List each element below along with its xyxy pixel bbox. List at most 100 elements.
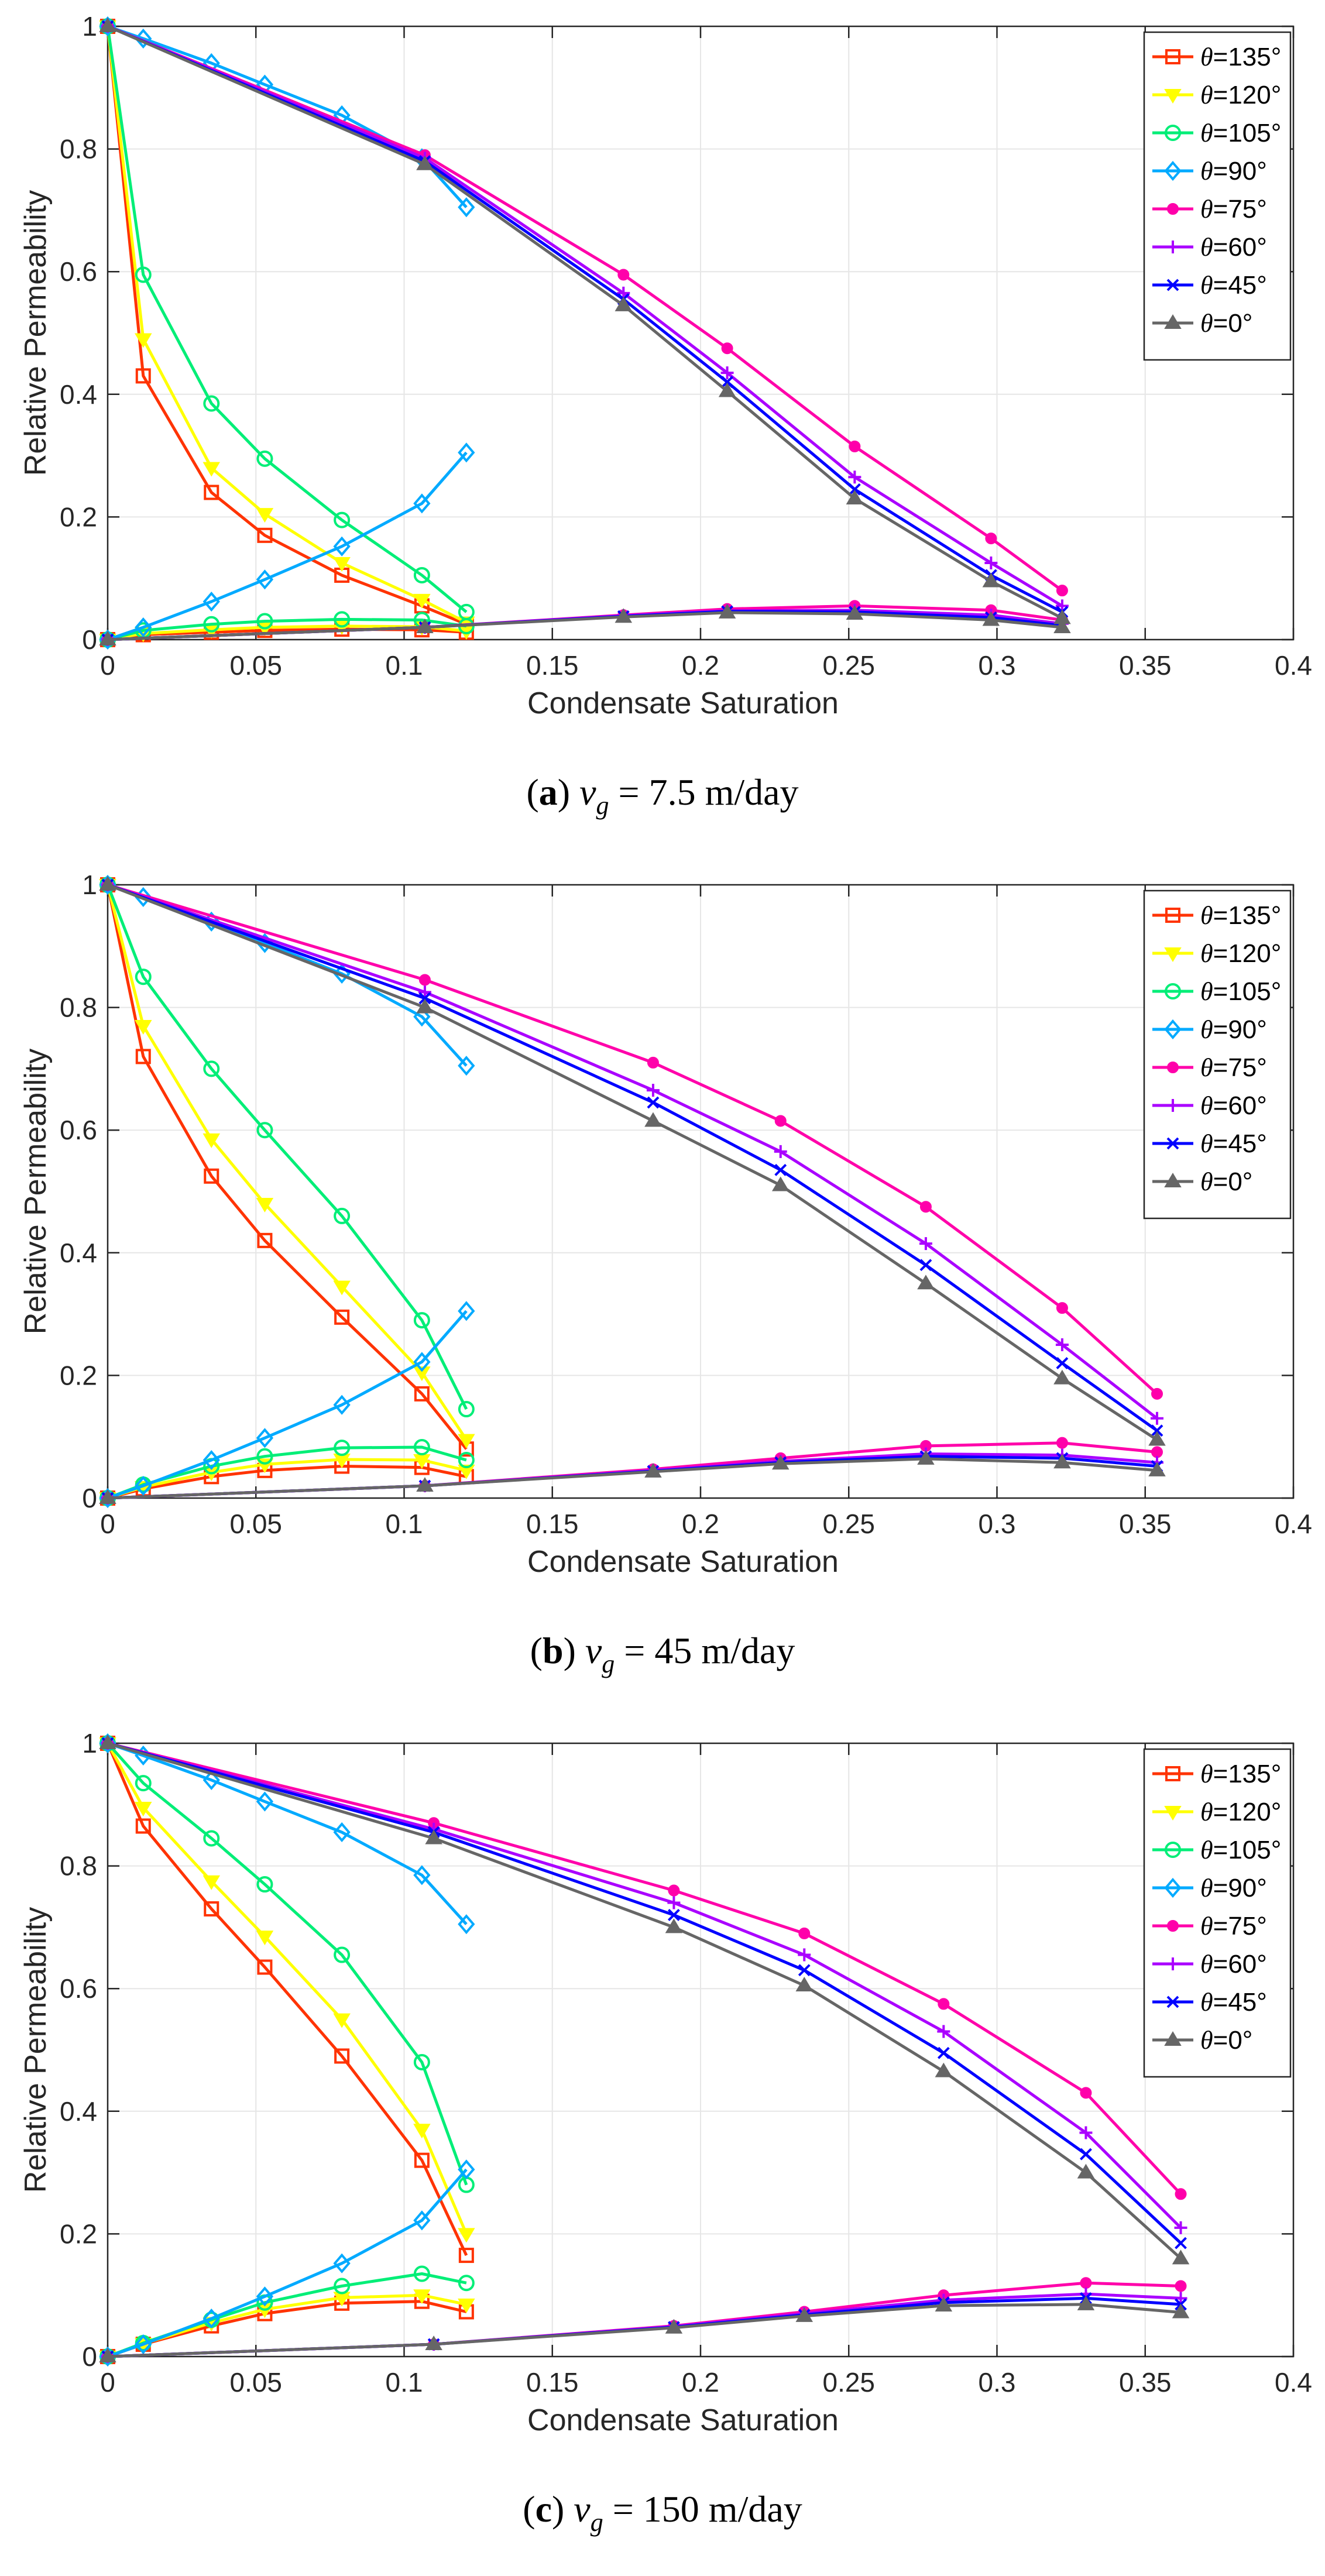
series-line-gas [106, 884, 468, 1450]
caption-letter: b [543, 1630, 564, 1671]
data-point-gas [135, 1049, 151, 1064]
data-point-cond [772, 1455, 789, 1470]
caption-subscript: g [596, 791, 609, 820]
legend-label: θ=105°θ=105° [1200, 119, 1281, 147]
series-line-gas [107, 1742, 468, 2186]
data-point-cond [1080, 2277, 1092, 2289]
legend-marker [1166, 1995, 1179, 2008]
data-point-gas [418, 974, 431, 986]
data-point-gas [798, 1927, 811, 1939]
data-point-gas [413, 1312, 430, 1329]
legend-value: =75° [1213, 1912, 1267, 1940]
legend-marker [1167, 203, 1179, 215]
legend-item: θ=0°θ=0° [1152, 1167, 1252, 1196]
x-tick-label: 0 [100, 1509, 115, 1539]
data-point-gas [646, 1084, 660, 1097]
data-point-cond [935, 2297, 953, 2312]
series-line-gas [106, 26, 468, 613]
legend-theta: θ [1200, 1091, 1213, 1120]
data-point-cond [1053, 1454, 1071, 1469]
data-point-gas [919, 1259, 932, 1272]
legend-marker [1164, 314, 1182, 329]
legend-marker [1167, 1920, 1179, 1932]
legend-label: θ=0°θ=0° [1200, 2026, 1252, 2055]
x-tick-label: 0.2 [682, 2367, 719, 2398]
caption-subscript: g [602, 1650, 615, 1678]
data-point-cond [135, 617, 152, 638]
data-point-gas [333, 2013, 351, 2028]
data-point-gas [135, 968, 152, 985]
data-point-gas [256, 450, 273, 467]
legend-marker [1165, 983, 1181, 1000]
data-point-cond [135, 2334, 152, 2355]
data-point-gas [333, 557, 351, 572]
data-point-gas [458, 1914, 475, 1935]
data-point-gas [1175, 2188, 1187, 2200]
legend-value: =0° [1213, 1167, 1253, 1196]
data-point-cond [458, 2275, 475, 2292]
data-point-gas [413, 1007, 431, 1027]
legend-value: =90° [1213, 1874, 1267, 1902]
data-point-gas [135, 28, 152, 49]
data-point-gas [665, 1918, 683, 1933]
x-tick-label: 0.3 [979, 1509, 1016, 1539]
caption-symbol: v [574, 2488, 591, 2530]
legend-value: =105° [1213, 1836, 1282, 1864]
y-tick-label: 0.6 [60, 256, 97, 287]
legend-marker [1165, 49, 1180, 64]
panel-caption: (c) vg = 150 m/day [523, 2488, 802, 2537]
data-point-cond [795, 2307, 813, 2322]
legend-value: =60° [1213, 1091, 1267, 1120]
series-line-cond [107, 617, 467, 641]
legend-item: θ=105°θ=105° [1152, 119, 1281, 147]
data-point-gas [334, 1309, 350, 1325]
data-point-cond [982, 611, 1000, 626]
data-point-gas [256, 508, 274, 523]
legend: θ=135°θ=135°θ=120°θ=120°θ=105°θ=105°θ=90… [1143, 31, 1292, 361]
data-point-gas [1174, 2221, 1187, 2234]
legend-marker [1164, 89, 1182, 104]
data-point-gas [1151, 1424, 1163, 1437]
chart-panel-a: 0 0.05 0.1 0.15 0.2 0.25 0.3 0.35 0.4 0 0.2 0.4 0.6 0… [19, 11, 1312, 820]
y-tick-label: 0 [82, 1483, 97, 1513]
data-point-cond [413, 2265, 430, 2282]
legend-item: θ=60°θ=60° [1152, 1091, 1267, 1120]
x-tick-label: 0.2 [682, 650, 719, 681]
data-point-gas [135, 333, 152, 348]
data-point-gas [256, 1931, 274, 1946]
legend-marker [1164, 1877, 1182, 1898]
legend-theta: θ [1200, 195, 1213, 224]
data-point-cond [202, 1450, 220, 1471]
data-point-gas [458, 1056, 475, 1076]
y-tick-label: 0.2 [60, 1360, 97, 1390]
legend-value: =60° [1213, 233, 1267, 262]
data-point-cond [416, 1477, 434, 1492]
data-point-gas [917, 1275, 935, 1290]
legend-label: θ=90°θ=90° [1200, 1015, 1267, 1044]
caption-value: = 150 m/day [603, 2488, 802, 2530]
data-point-gas [135, 368, 151, 384]
legend-box [1143, 889, 1292, 1220]
data-point-cond [99, 1489, 116, 1504]
panel-caption: (a) vg = 7.5 m/day [526, 771, 798, 820]
x-tick-label: 0.4 [1275, 1509, 1312, 1539]
data-point-gas [1175, 2237, 1187, 2249]
legend: θ=135°θ=135°θ=120°θ=120°θ=105°θ=105°θ=90… [1143, 889, 1292, 1220]
legend-theta: θ [1200, 1053, 1213, 1082]
legend-marker [1165, 125, 1181, 141]
legend-label: θ=45°θ=45° [1200, 1129, 1267, 1158]
y-tick-label: 0.4 [60, 379, 97, 410]
legend-theta: θ [1200, 309, 1213, 338]
x-tick-label: 0.3 [979, 650, 1016, 681]
caption-open: ( [530, 1630, 543, 1671]
data-point-gas [798, 1964, 811, 1977]
x-tick-label: 0.15 [526, 2367, 579, 2398]
legend-item: θ=90°θ=90° [1152, 1015, 1267, 1044]
data-point-gas [202, 1770, 220, 1790]
series-2 [99, 877, 475, 1506]
legend-label: θ=75°θ=75° [1200, 1912, 1267, 1940]
data-point-cond [416, 619, 434, 634]
legend-marker [1164, 947, 1182, 962]
data-point-cond [334, 1440, 351, 1457]
data-point-cond [99, 2348, 116, 2362]
